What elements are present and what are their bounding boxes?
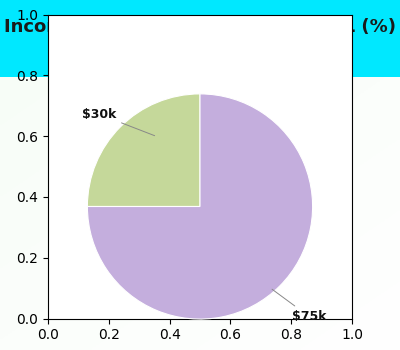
Wedge shape [87,94,200,206]
Wedge shape [87,94,313,319]
Text: Income distribution in Kellyton, AL (%): Income distribution in Kellyton, AL (%) [4,18,396,36]
Text: Multirace residents: Multirace residents [117,56,283,71]
Text: City-Data.com: City-Data.com [248,105,328,115]
Text: $30k: $30k [82,108,155,136]
Text: $75k: $75k [272,289,327,323]
